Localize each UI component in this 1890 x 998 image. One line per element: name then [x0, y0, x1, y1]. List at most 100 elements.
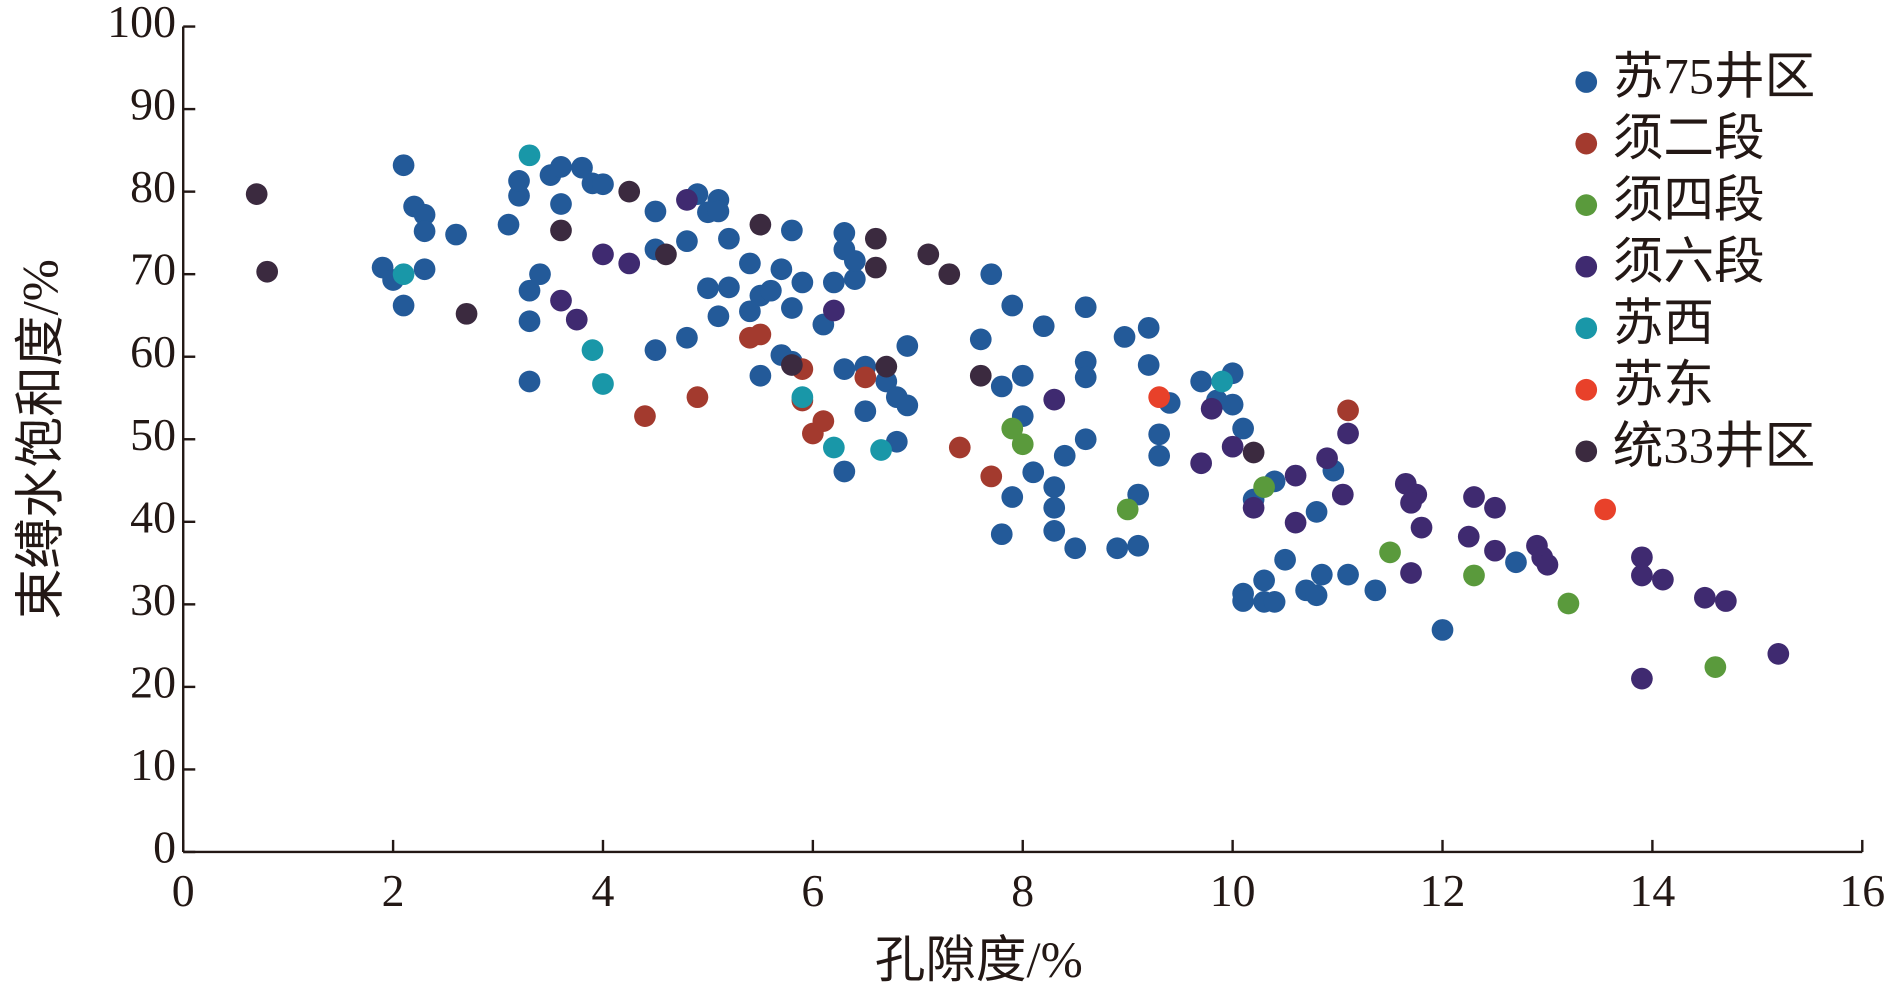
- point: [1457, 525, 1480, 548]
- point: [571, 156, 593, 179]
- point: [1074, 296, 1097, 319]
- point: [455, 302, 478, 325]
- point: [1310, 563, 1333, 586]
- point: [644, 200, 667, 223]
- point: [833, 358, 856, 380]
- point: [718, 227, 740, 250]
- point: [676, 230, 698, 253]
- point: [644, 339, 667, 361]
- point: [812, 410, 835, 432]
- legend-label: 苏西: [1613, 295, 1714, 351]
- y-tick-label: 90: [130, 79, 176, 130]
- point: [770, 258, 793, 281]
- point: [1631, 667, 1653, 690]
- point: [1001, 294, 1024, 317]
- point: [875, 355, 898, 378]
- legend-label: 苏东: [1613, 356, 1714, 412]
- point: [781, 354, 803, 376]
- point: [896, 335, 919, 357]
- point: [1190, 370, 1212, 393]
- point: [550, 219, 572, 242]
- point: [1631, 546, 1653, 569]
- point: [870, 439, 892, 461]
- point: [550, 156, 572, 178]
- x-tick-label: 12: [1420, 865, 1466, 916]
- point: [1221, 393, 1244, 416]
- point: [1505, 551, 1527, 574]
- point: [634, 405, 656, 428]
- point: [1074, 350, 1097, 373]
- x-tick-label: 4: [592, 865, 615, 916]
- point: [392, 294, 415, 317]
- point: [791, 271, 814, 294]
- point: [1316, 447, 1338, 470]
- point: [1064, 537, 1087, 560]
- point: [781, 219, 803, 242]
- point: [980, 263, 1003, 286]
- y-tick-label: 70: [130, 244, 176, 295]
- point: [1305, 501, 1328, 523]
- point: [760, 279, 782, 302]
- point: [1410, 516, 1433, 539]
- point: [938, 263, 961, 286]
- point: [1284, 511, 1307, 534]
- point: [833, 460, 856, 483]
- point: [1043, 520, 1066, 542]
- point: [854, 366, 877, 389]
- point: [1001, 486, 1024, 508]
- point: [875, 370, 898, 393]
- legend-label: 苏75井区: [1613, 49, 1815, 105]
- point: [843, 268, 866, 290]
- point: [823, 271, 845, 294]
- point: [1242, 441, 1265, 464]
- point: [565, 308, 588, 331]
- point: [1594, 498, 1617, 521]
- point: [843, 250, 866, 272]
- x-tick-label: 6: [801, 865, 824, 916]
- point: [739, 300, 761, 323]
- point: [1074, 366, 1097, 389]
- point: [618, 252, 641, 275]
- point: [592, 373, 614, 395]
- legend-label: 统33井区: [1613, 418, 1815, 474]
- point: [980, 465, 1003, 488]
- point: [1400, 562, 1422, 584]
- point: [1074, 428, 1097, 451]
- legend-marker: [1575, 317, 1598, 340]
- point: [1106, 537, 1129, 560]
- legend-marker: [1575, 255, 1598, 278]
- point: [1253, 476, 1275, 499]
- point: [518, 370, 541, 393]
- point: [1211, 370, 1233, 393]
- point: [791, 386, 814, 409]
- point: [718, 276, 740, 299]
- point: [592, 243, 614, 266]
- point: [1113, 326, 1136, 348]
- x-tick-label: 14: [1629, 865, 1675, 916]
- point: [1137, 354, 1160, 376]
- y-tick-label: 100: [107, 0, 176, 47]
- point: [1431, 619, 1454, 641]
- y-tick-label: 30: [130, 574, 176, 625]
- point: [749, 364, 772, 387]
- point: [749, 323, 772, 346]
- point: [392, 154, 415, 177]
- y-tick-label: 10: [130, 739, 176, 790]
- point: [707, 200, 730, 223]
- point: [1704, 656, 1727, 678]
- point: [497, 213, 520, 236]
- y-tick-label: 40: [130, 491, 176, 542]
- point: [864, 227, 887, 250]
- point: [686, 386, 709, 409]
- x-tick-label: 10: [1210, 865, 1256, 916]
- point: [676, 189, 698, 211]
- point: [1221, 435, 1244, 458]
- point: [592, 173, 614, 196]
- legend-label: 须六段: [1613, 233, 1765, 289]
- point: [1484, 539, 1506, 562]
- y-axis-title: 束缚水饱和度/%: [12, 259, 68, 619]
- legend-label: 须四段: [1613, 172, 1765, 228]
- point: [508, 184, 530, 207]
- point: [1242, 496, 1265, 519]
